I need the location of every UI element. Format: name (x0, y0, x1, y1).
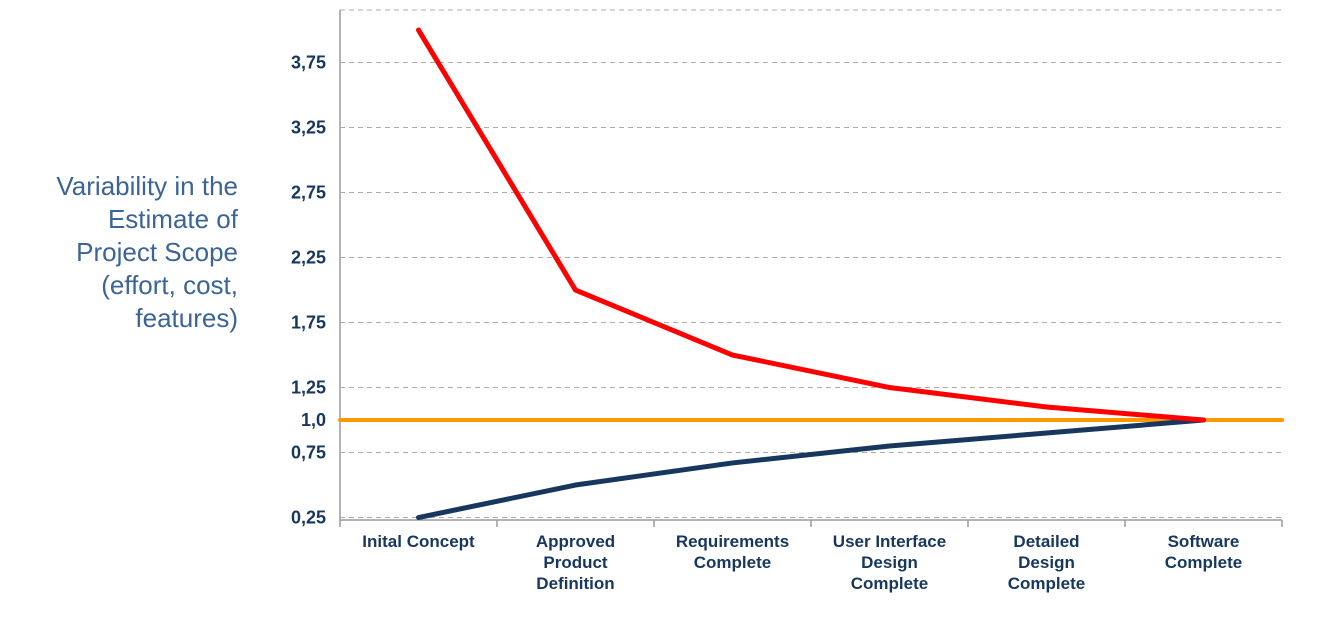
x-axis-label: Detailed Design Complete (1007, 532, 1086, 593)
y-tick-label: 0,75 (291, 443, 326, 463)
x-axis-label: User Interface Design Complete (832, 532, 947, 593)
series-line-lower-bound-estimate (416, 417, 1206, 521)
x-axis-label: Approved Product Definition (535, 532, 616, 593)
x-axis-label: Inital Concept (362, 532, 475, 551)
y-tick-label: 1,25 (291, 378, 326, 398)
y-tick-label: 3,25 (291, 118, 326, 138)
y-tick-label: 0,25 (291, 508, 326, 528)
x-axis-label: Software Complete (1164, 532, 1243, 572)
y-tick-label: 1,0 (301, 410, 326, 430)
y-tick-label: 3,75 (291, 53, 326, 73)
y-axis-title: Variability in the Estimate of Project S… (56, 171, 238, 333)
x-axis-label: Requirements Complete (675, 532, 790, 572)
y-tick-label: 1,75 (291, 313, 326, 333)
series-line-upper-bound-estimate (416, 27, 1206, 423)
y-tick-label: 2,75 (291, 183, 326, 203)
y-tick-label: 2,25 (291, 248, 326, 268)
